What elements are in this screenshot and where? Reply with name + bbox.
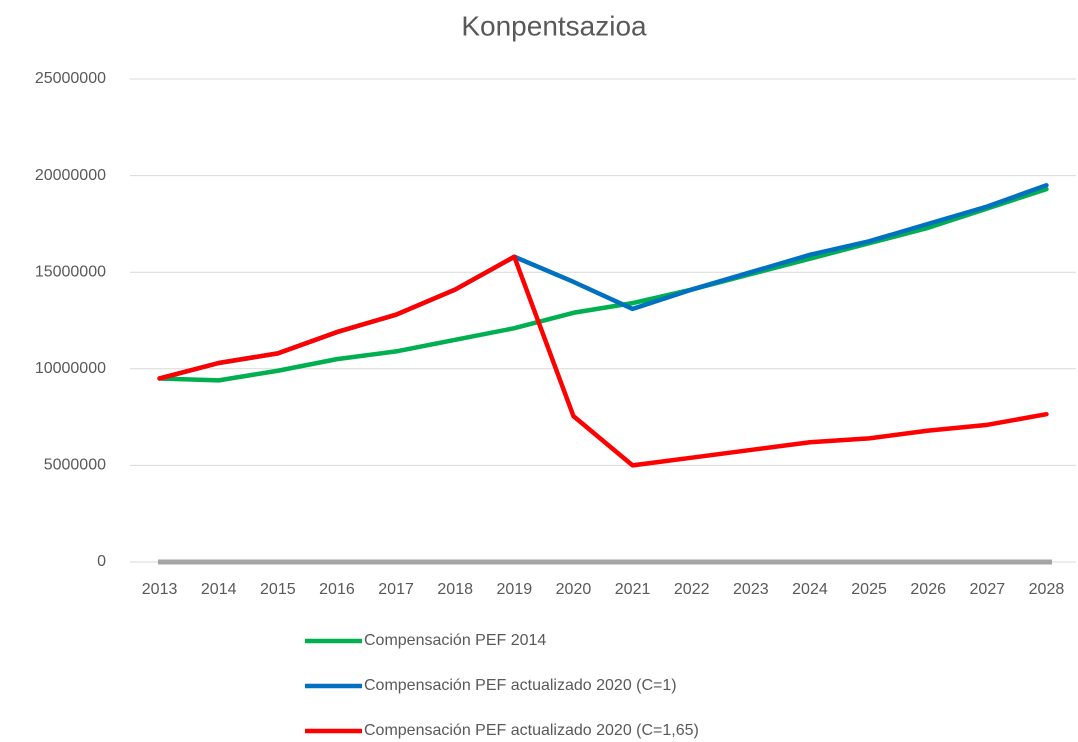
x-tick-label: 2024	[792, 581, 828, 598]
y-tick-label: 15000000	[35, 263, 106, 280]
legend-label: Compensación PEF actualizado 2020 (C=1,6…	[364, 722, 699, 739]
y-tick-label: 5000000	[44, 457, 106, 474]
y-tick-label: 10000000	[35, 360, 106, 377]
x-tick-label: 2013	[142, 581, 178, 598]
x-tick-label: 2022	[674, 581, 710, 598]
x-tick-label: 2027	[970, 581, 1006, 598]
x-tick-label: 2021	[615, 581, 651, 598]
chart-title: Konpentsazioa	[461, 10, 647, 41]
x-tick-label: 2028	[1029, 581, 1065, 598]
x-tick-label: 2025	[851, 581, 887, 598]
legend-label: Compensación PEF actualizado 2020 (C=1)	[364, 677, 677, 694]
x-tick-label: 2020	[556, 581, 592, 598]
x-tick-label: 2014	[201, 581, 237, 598]
x-tick-label: 2016	[319, 581, 355, 598]
y-tick-label: 20000000	[35, 167, 106, 184]
x-tick-label: 2017	[378, 581, 414, 598]
x-tick-label: 2023	[733, 581, 769, 598]
x-tick-label: 2019	[497, 581, 533, 598]
x-tick-label: 2015	[260, 581, 296, 598]
y-tick-label: 25000000	[35, 70, 106, 87]
x-tick-label: 2018	[437, 581, 473, 598]
y-tick-label: 0	[97, 553, 106, 570]
x-tick-label: 2026	[910, 581, 946, 598]
series-line	[157, 254, 1049, 468]
series-line	[157, 186, 1049, 383]
legend-label: Compensación PEF 2014	[364, 632, 546, 649]
